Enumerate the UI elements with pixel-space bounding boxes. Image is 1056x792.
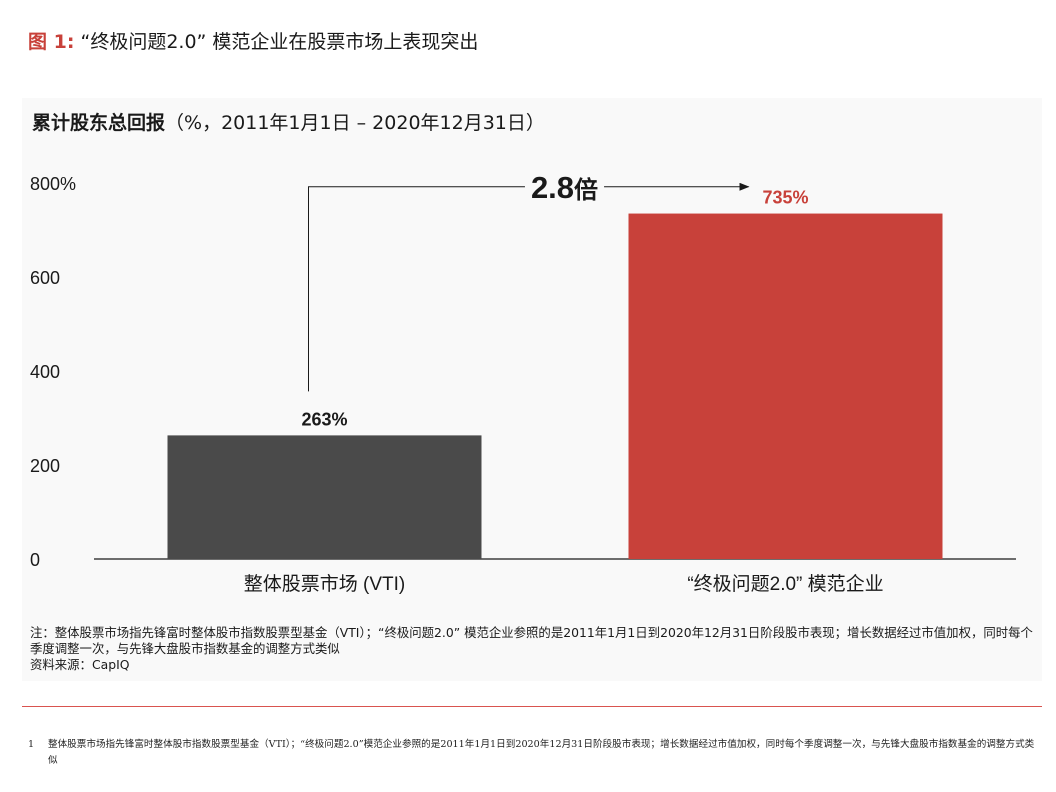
chart-notes: 注：整体股票市场指先锋富时整体股市指数股票型基金（VTI）；“终极问题2.0” … xyxy=(30,625,1040,673)
footnote-divider xyxy=(22,706,1042,707)
chart-title: 累计股东总回报（%，2011年1月1日 – 2020年12月31日） xyxy=(32,108,545,135)
bar xyxy=(628,213,943,560)
chart-title-main: 累计股东总回报 xyxy=(32,112,166,134)
bar-value-label: 263% xyxy=(301,409,347,429)
annotation-background xyxy=(524,169,605,205)
multiplier-value: 2.8 xyxy=(531,170,574,205)
x-category-label: “终极问题2.0” 模范企业 xyxy=(687,573,883,595)
y-tick-label: 400 xyxy=(30,362,60,382)
bar-value-label: 735% xyxy=(762,188,808,208)
multiplier-suffix: 倍 xyxy=(574,176,598,204)
y-tick-label: 200 xyxy=(30,456,60,476)
footnote-text: 整体股票市场指先锋富时整体股市指数股票型基金（VTI）；“终极问题2.0”模范企… xyxy=(48,739,1035,766)
chart-note: 注：整体股票市场指先锋富时整体股市指数股票型基金（VTI）；“终极问题2.0” … xyxy=(30,625,1033,656)
y-tick-label: 0 xyxy=(30,550,40,570)
y-tick-label: 600 xyxy=(30,268,60,288)
chart-source: 资料来源：CapIQ xyxy=(30,657,130,672)
footnote-number: 1 xyxy=(28,739,35,750)
bar xyxy=(167,435,482,559)
y-tick-label: 800% xyxy=(30,174,76,194)
figure-title: 图 1: “终极问题2.0” 模范企业在股票市场上表现突出 xyxy=(28,27,478,54)
figure-title-text: “终极问题2.0” 模范企业在股票市场上表现突出 xyxy=(80,31,479,53)
footnote: 1 整体股票市场指先锋富时整体股市指数股票型基金（VTI）；“终极问题2.0”模… xyxy=(28,737,1040,769)
multiplier-label: 2.8倍 xyxy=(531,170,598,205)
chart-title-range: （%，2011年1月1日 – 2020年12月31日） xyxy=(165,112,545,134)
figure-number: 图 1: xyxy=(28,31,75,53)
multiplier-annotation: 2.8倍 xyxy=(308,169,750,392)
x-category-label: 整体股票市场 (VTI) xyxy=(244,573,406,595)
